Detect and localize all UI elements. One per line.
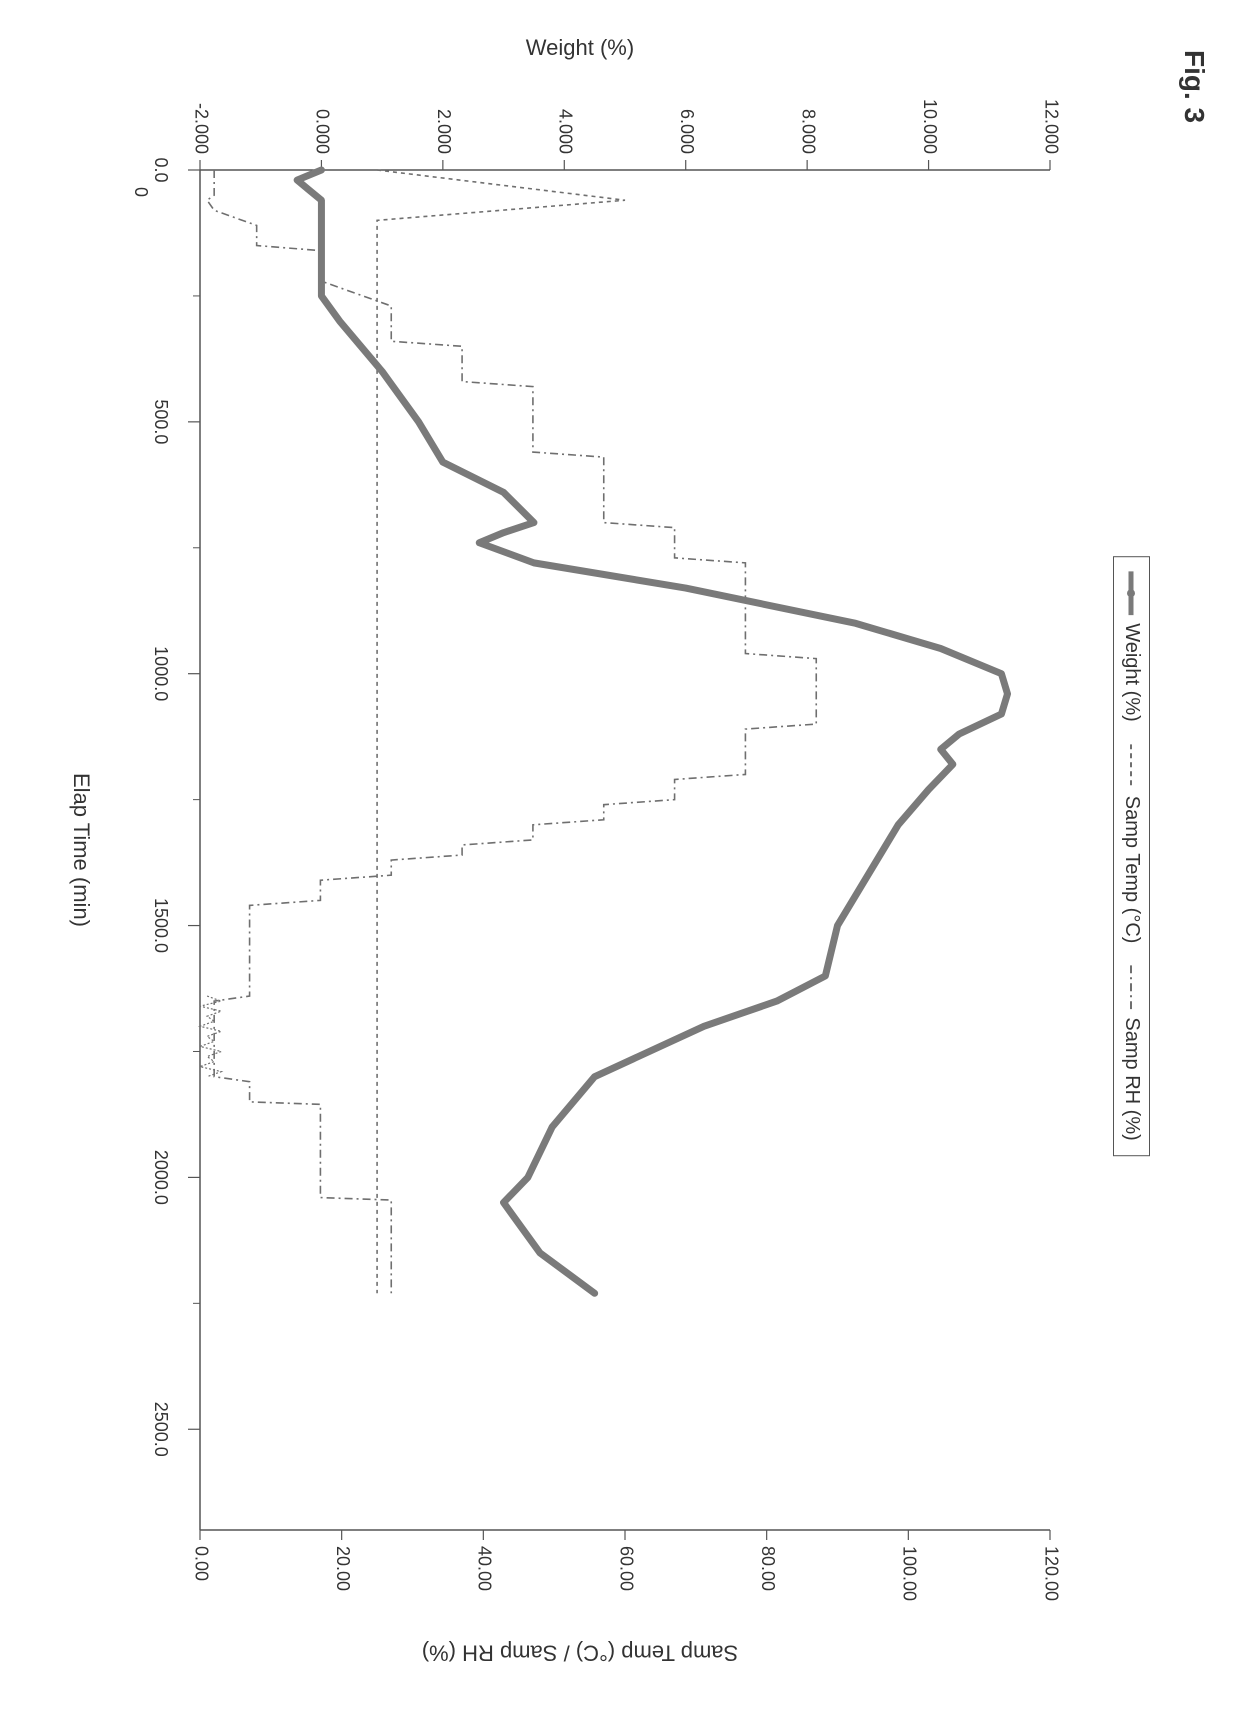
legend-swatch-temp [1125, 744, 1139, 788]
svg-text:120.00: 120.00 [1041, 1546, 1061, 1601]
svg-text:1500.0: 1500.0 [151, 898, 171, 953]
legend-item-weight: Weight (%) [1120, 571, 1143, 722]
svg-text:4.000: 4.000 [556, 109, 576, 154]
y-axis-right-label: Samp Temp (°C) / Samp RH (%) [422, 1639, 738, 1665]
svg-text:6.000: 6.000 [677, 109, 697, 154]
svg-text:20.00: 20.00 [333, 1546, 353, 1591]
legend-item-rh: Samp RH (%) [1120, 965, 1143, 1140]
plot-area: 0.0 500.0 1000.0 1500.0 2000.0 2500.0 0 -2.000 0… [80, 60, 1080, 1640]
svg-text:12.000: 12.000 [1041, 99, 1061, 154]
svg-text:0: 0 [131, 187, 151, 197]
legend-swatch-weight [1125, 571, 1139, 615]
rotated-canvas: Fig. 3 Weight (%) Samp Temp (°C) Samp RH… [0, 0, 1240, 1712]
svg-text:0.0: 0.0 [151, 157, 171, 182]
svg-text:10.000: 10.000 [920, 99, 940, 154]
figure-caption: Fig. 3 [1178, 50, 1210, 123]
svg-text:2.000: 2.000 [434, 109, 454, 154]
svg-text:80.00: 80.00 [758, 1546, 778, 1591]
svg-text:40.00: 40.00 [475, 1546, 495, 1591]
legend-label-temp: Samp Temp (°C) [1120, 796, 1143, 944]
y-axis-left-label: Weight (%) [526, 35, 634, 61]
svg-text:-2.000: -2.000 [191, 103, 211, 154]
svg-text:500.0: 500.0 [151, 399, 171, 444]
legend-swatch-rh [1125, 965, 1139, 1009]
svg-text:2000.0: 2000.0 [151, 1150, 171, 1205]
svg-text:60.00: 60.00 [616, 1546, 636, 1591]
svg-text:2500.0: 2500.0 [151, 1402, 171, 1457]
legend-label-weight: Weight (%) [1120, 623, 1143, 722]
chart-svg: 0.0 500.0 1000.0 1500.0 2000.0 2500.0 0 -2.000 0… [80, 60, 1080, 1640]
svg-text:1000.0: 1000.0 [151, 646, 171, 701]
legend-label-rh: Samp RH (%) [1120, 1017, 1143, 1140]
svg-text:0.00: 0.00 [191, 1546, 211, 1581]
svg-text:100.00: 100.00 [900, 1546, 920, 1601]
svg-text:0.000: 0.000 [313, 109, 333, 154]
svg-text:8.000: 8.000 [798, 109, 818, 154]
legend-item-temp: Samp Temp (°C) [1120, 744, 1143, 944]
x-axis-label: Elap Time (min) [68, 60, 94, 1640]
legend: Weight (%) Samp Temp (°C) Samp RH (%) [1113, 556, 1150, 1156]
